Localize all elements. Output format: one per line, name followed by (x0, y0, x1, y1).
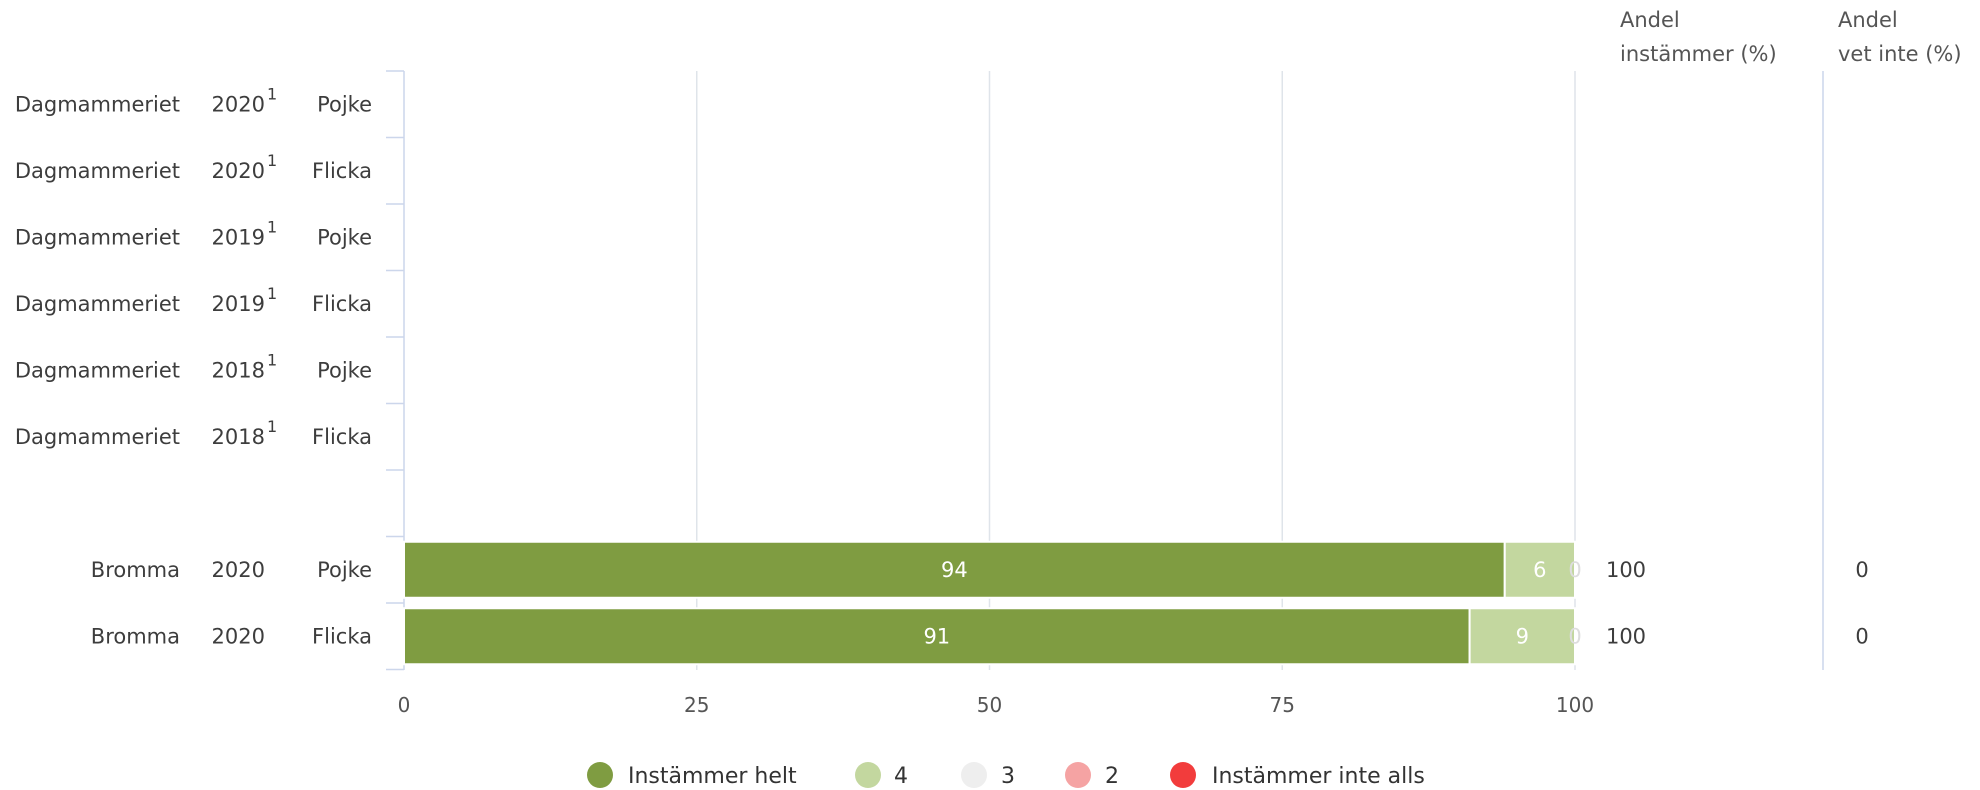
legend-label: Instämmer helt (628, 764, 797, 789)
row-gender-label: Pojke (317, 358, 372, 382)
row-footnote-marker: 1 (267, 151, 277, 170)
row-unit-label: Dagmammeriet (15, 425, 180, 449)
bar-segment (1503, 540, 1576, 599)
bar-data-label: 9 (1516, 624, 1529, 648)
bar-segment (403, 540, 1506, 599)
share-agree-value: 100 (1606, 558, 1646, 582)
row-year-label: 2020 (212, 92, 265, 116)
x-tick-label: 75 (1270, 693, 1295, 717)
x-tick-label: 50 (977, 693, 1002, 717)
row-gender-label: Pojke (317, 92, 372, 116)
row-footnote-marker: 1 (267, 350, 277, 369)
row-year-label: 2018 (212, 358, 265, 382)
bar-data-label: 0 (1568, 558, 1581, 582)
row-gender-label: Flicka (312, 624, 372, 648)
bar-data-label: 94 (941, 558, 968, 582)
row-footnote-marker: 1 (267, 217, 277, 236)
legend-item[interactable]: 2 (1065, 762, 1119, 789)
legend-item[interactable]: Instämmer inte alls (1170, 762, 1425, 789)
legend-label: 4 (894, 764, 908, 789)
header-share-agree-line1: Andel (1620, 8, 1680, 32)
row-unit-label: Bromma (91, 624, 180, 648)
legend-label: 2 (1105, 764, 1119, 789)
header-share-dont-know-line2: vet inte (%) (1838, 42, 1962, 66)
row-unit-label: Bromma (91, 558, 180, 582)
bar-segment (403, 607, 1471, 666)
x-tick-label: 25 (684, 693, 709, 717)
row-year-label: 2019 (212, 225, 265, 249)
row-year-label: 2020 (212, 558, 265, 582)
row-footnote-marker: 1 (267, 284, 277, 303)
row-unit-label: Dagmammeriet (15, 225, 180, 249)
row-year-label: 2019 (212, 292, 265, 316)
legend-label: Instämmer inte alls (1212, 764, 1425, 789)
legend-item[interactable]: Instämmer helt (587, 762, 797, 789)
legend-swatch (855, 762, 881, 788)
legend-item[interactable]: 3 (961, 762, 1015, 789)
row-gender-label: Flicka (312, 425, 372, 449)
bar-data-label: 0 (1568, 624, 1581, 648)
x-tick-label: 0 (398, 693, 411, 717)
row-gender-label: Flicka (312, 292, 372, 316)
row-unit-label: Dagmammeriet (15, 292, 180, 316)
row-unit-label: Dagmammeriet (15, 92, 180, 116)
legend-swatch (1065, 762, 1091, 788)
legend[interactable]: Instämmer helt 4 3 2 Instämmer inte alls (587, 762, 1425, 789)
share-dont-know-value: 0 (1855, 558, 1868, 582)
header-share-dont-know-line1: Andel (1838, 8, 1898, 32)
row-unit-label: Dagmammeriet (15, 159, 180, 183)
header-share-agree-line2: instämmer (%) (1620, 42, 1777, 66)
category-axis (386, 70, 405, 671)
x-tick-label: 100 (1556, 693, 1594, 717)
bar-segment (1468, 607, 1576, 666)
row-gender-label: Flicka (312, 159, 372, 183)
side-columns: Andel instämmer (%) Andel vet inte (%) 100 0 1… (1606, 8, 1962, 670)
legend-item[interactable]: 4 (855, 762, 908, 789)
row-gender-label: Pojke (317, 225, 372, 249)
x-axis-ticks: 0 25 50 75 100 (398, 693, 1594, 717)
share-dont-know-value: 0 (1855, 624, 1868, 648)
legend-label: 3 (1001, 764, 1015, 789)
row-gender-label: Pojke (317, 558, 372, 582)
legend-swatch (1170, 762, 1196, 788)
row-footnote-marker: 1 (267, 84, 277, 103)
row-year-label: 2020 (212, 159, 265, 183)
legend-swatch (961, 762, 987, 788)
row-unit-label: Dagmammeriet (15, 358, 180, 382)
share-agree-value: 100 (1606, 624, 1646, 648)
row-footnote-marker: 1 (267, 417, 277, 436)
row-year-label: 2018 (212, 425, 265, 449)
legend-swatch (587, 762, 613, 788)
bar-data-label: 91 (923, 624, 950, 648)
bar-data-label: 6 (1533, 558, 1546, 582)
row-year-label: 2020 (212, 624, 265, 648)
bars: 94 6 091 9 0 (403, 540, 1582, 666)
